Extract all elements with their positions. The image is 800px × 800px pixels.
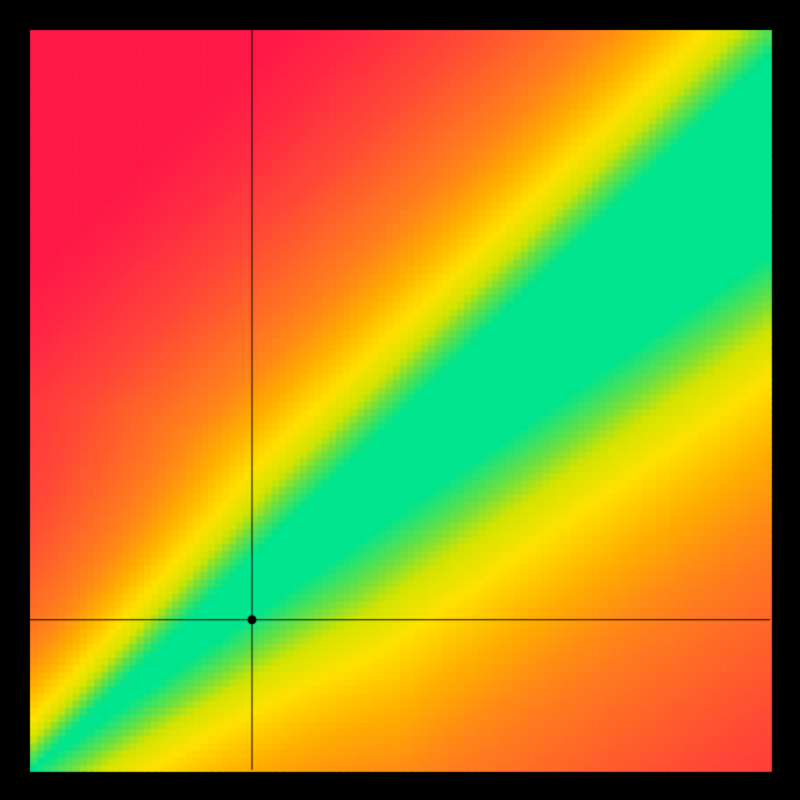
heatmap-canvas bbox=[0, 0, 800, 800]
heatmap-plot bbox=[0, 0, 800, 800]
